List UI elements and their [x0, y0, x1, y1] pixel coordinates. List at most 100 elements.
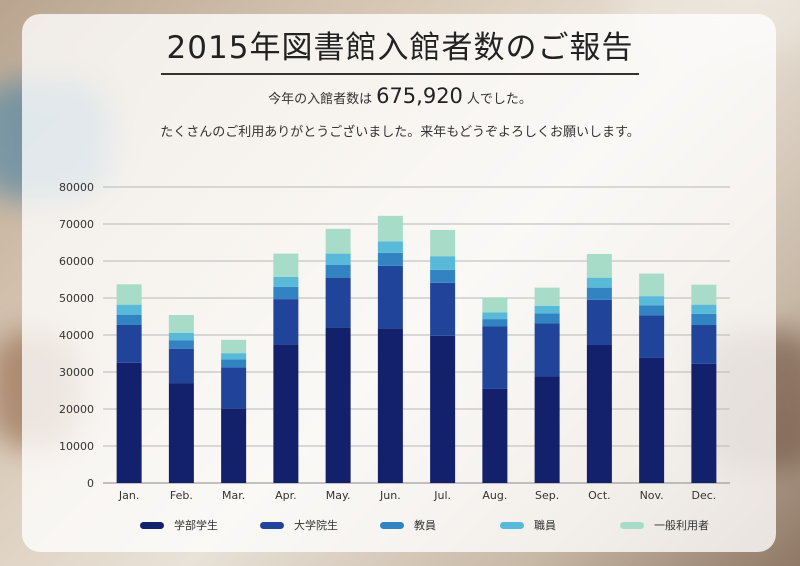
bar-segment	[586, 299, 612, 345]
legend-item: 教員	[380, 517, 500, 533]
x-tick-label: Feb.	[170, 489, 193, 502]
legend-swatch	[260, 521, 284, 529]
total-visitors-number: 675,920	[376, 84, 463, 108]
bar-segment	[273, 299, 299, 345]
x-tick-label: Jun.	[379, 489, 401, 502]
x-tick-label: Jan.	[118, 489, 139, 502]
page-title: 2015年図書館入館者数のご報告	[0, 22, 800, 75]
legend-item: 一般利用者	[620, 517, 740, 533]
bar-segment	[482, 297, 508, 313]
x-tick-label: Aug.	[482, 489, 507, 502]
x-tick-label: Mar.	[222, 489, 245, 502]
bar-segment	[168, 332, 194, 341]
legend-label: 教員	[414, 519, 436, 532]
legend-label: 学部学生	[174, 519, 218, 532]
bar-segment	[430, 256, 456, 270]
legend-swatch	[500, 521, 524, 529]
bar-segment	[168, 348, 194, 384]
x-tick-label: Jul.	[433, 489, 451, 502]
bar-segment	[639, 296, 665, 306]
bar-segment	[116, 362, 142, 483]
bar-segment	[116, 324, 142, 363]
bar-segment	[325, 277, 351, 328]
legend-item: 学部学生	[140, 517, 260, 533]
x-tick-label: May.	[326, 489, 351, 502]
x-tick-label: Nov.	[640, 489, 664, 502]
bar-segment	[325, 327, 351, 483]
y-tick-label: 70000	[59, 218, 94, 231]
bar-segment	[639, 315, 665, 358]
bar-segment	[534, 287, 560, 306]
bar-segment	[482, 326, 508, 389]
bar-segment	[377, 215, 403, 242]
bar-segment	[377, 252, 403, 266]
bar-segment	[534, 376, 560, 483]
x-tick-label: Dec.	[691, 489, 716, 502]
bar-segment	[325, 228, 351, 254]
bar-segment	[691, 313, 717, 326]
bar-segment	[691, 304, 717, 314]
bar-segment	[221, 339, 247, 354]
x-tick-label: Oct.	[588, 489, 611, 502]
y-tick-label: 80000	[59, 181, 94, 194]
bar-segment	[534, 305, 560, 314]
bar-segment	[586, 277, 612, 288]
legend-swatch	[620, 521, 644, 529]
bar-segment	[273, 286, 299, 300]
thanks-message: たくさんのご利用ありがとうございました。来年もどうぞよろしくお願いします。	[160, 125, 640, 140]
bar-segment	[430, 229, 456, 257]
bar-segment	[116, 314, 142, 325]
chart-legend: 学部学生 大学院生 教員 職員 一般利用者	[140, 517, 740, 533]
bar-segment	[639, 305, 665, 316]
bar-segment	[377, 265, 403, 329]
legend-label: 一般利用者	[654, 519, 709, 532]
bar-segment	[221, 367, 247, 409]
bar-segment	[116, 284, 142, 305]
bar-segment	[168, 315, 194, 333]
bar-segment	[221, 359, 247, 368]
bar-segment	[325, 253, 351, 265]
bar-segment	[482, 319, 508, 327]
y-tick-label: 20000	[59, 403, 94, 416]
y-tick-label: 40000	[59, 329, 94, 342]
bar-segment	[639, 273, 665, 297]
total-prefix: 今年の入館者数は	[268, 92, 373, 107]
x-tick-label: Apr.	[275, 489, 297, 502]
bar-segment	[221, 353, 247, 360]
bar-segment	[586, 344, 612, 483]
bar-segment	[168, 340, 194, 349]
bar-segment	[377, 241, 403, 253]
bar-segment	[273, 276, 299, 287]
legend-label: 大学院生	[294, 519, 338, 532]
bar-segment	[221, 408, 247, 483]
bar-segment	[273, 344, 299, 483]
bar-segment	[430, 335, 456, 483]
y-tick-label: 60000	[59, 255, 94, 268]
bar-segment	[430, 269, 456, 283]
legend-item: 職員	[500, 517, 620, 533]
bar-segment	[586, 287, 612, 300]
y-tick-label: 10000	[59, 440, 94, 453]
legend-item: 大学院生	[260, 517, 380, 533]
y-tick-label: 30000	[59, 366, 94, 379]
x-tick-label: Sep.	[535, 489, 559, 502]
legend-swatch	[140, 521, 164, 529]
bar-segment	[691, 325, 717, 364]
bar-segment	[482, 312, 508, 320]
bar-segment	[639, 357, 665, 483]
legend-swatch	[380, 521, 404, 529]
bar-segment	[168, 383, 194, 483]
y-tick-label: 0	[87, 477, 94, 490]
bar-segment	[430, 282, 456, 336]
bar-segment	[586, 253, 612, 278]
bar-segment	[482, 388, 508, 483]
page-title-text: 2015年図書館入館者数のご報告	[160, 22, 640, 75]
bar-segment	[273, 253, 299, 277]
legend-label: 職員	[534, 519, 556, 532]
bar-segment	[325, 264, 351, 278]
bar-segment	[691, 284, 717, 305]
bar-segment	[691, 363, 717, 483]
total-suffix: 人でした。	[466, 92, 532, 107]
y-tick-label: 50000	[59, 292, 94, 305]
